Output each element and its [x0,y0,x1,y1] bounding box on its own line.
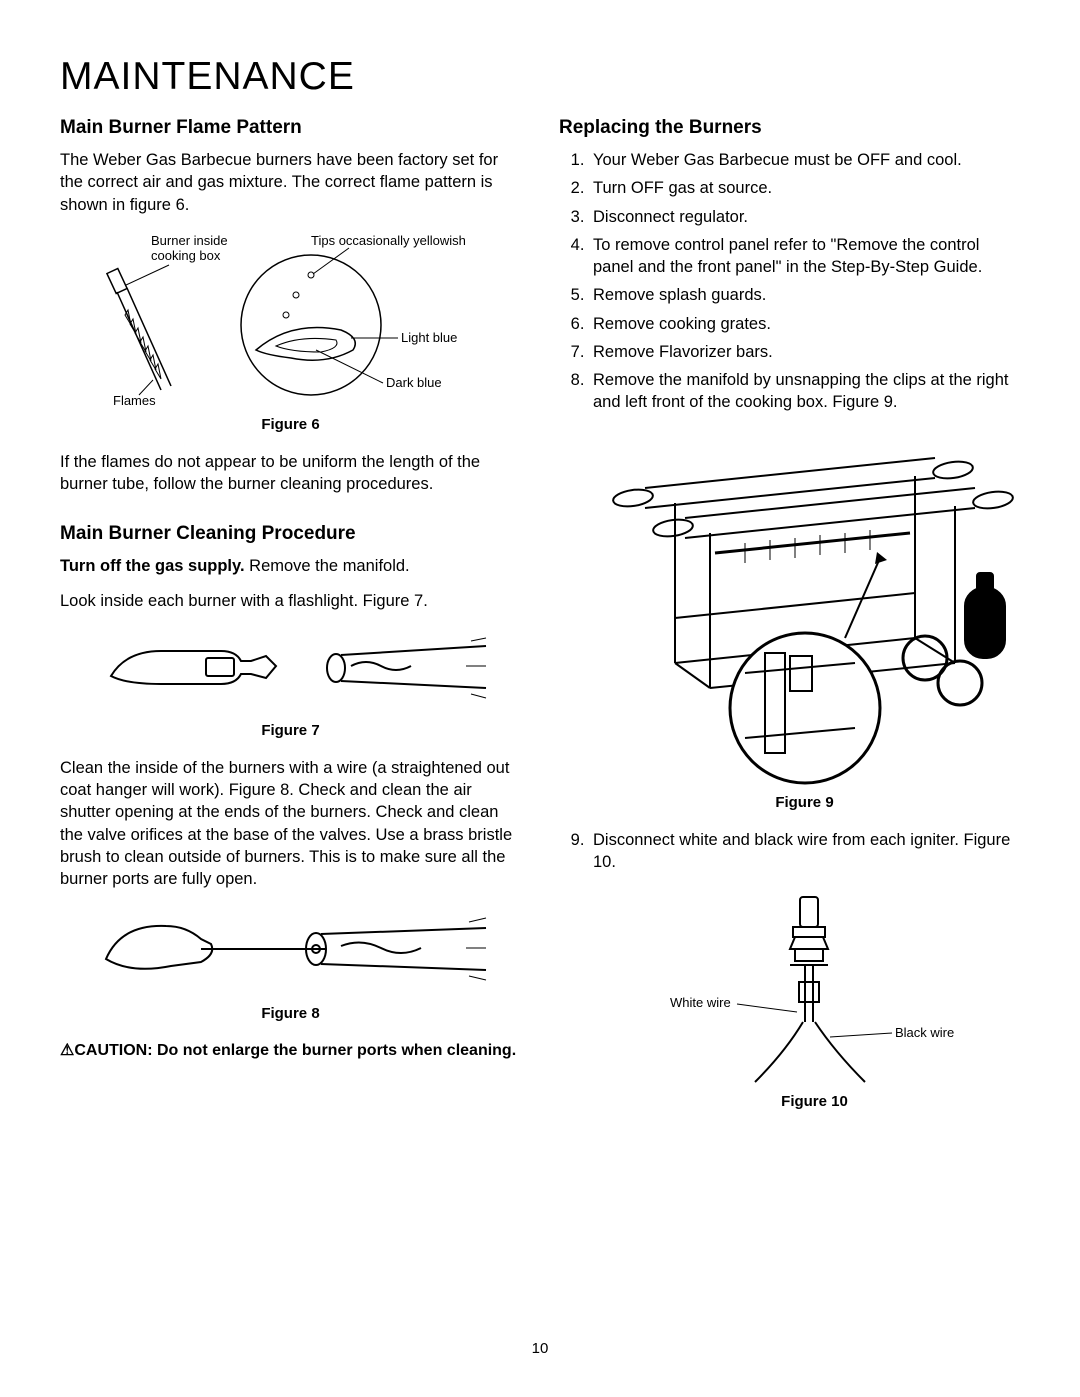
figure-9-caption: Figure 9 [589,794,1020,811]
figure-7-svg [91,626,491,716]
label-white-wire: White wire [670,995,731,1010]
figure-8-caption: Figure 8 [60,1005,521,1022]
para-flashlight: Look inside each burner with a flashligh… [60,590,521,612]
figure-10-caption: Figure 10 [609,1093,1020,1110]
step-3: Disconnect regulator. [589,206,1020,228]
label-black-wire: Black wire [895,1025,954,1040]
label-tips: Tips occasionally yellowish [311,233,466,248]
figure-9: Figure 9 [589,428,1020,811]
heading-cleaning: Main Burner Cleaning Procedure [60,523,521,545]
caution-body: CAUTION: Do not enlarge the burner ports… [74,1042,516,1059]
para-clean-inside: Clean the inside of the burners with a w… [60,757,521,891]
figure-7-caption: Figure 7 [60,722,521,739]
turn-off-rest: Remove the manifold. [245,557,410,575]
figure-8: Figure 8 [60,904,521,1022]
right-column: Replacing the Burners Your Weber Gas Bar… [559,117,1020,1128]
step-5: Remove splash guards. [589,284,1020,306]
warning-icon: ⚠ [60,1042,74,1059]
caution-text: ⚠CAUTION: Do not enlarge the burner port… [60,1040,521,1062]
heading-flame-pattern: Main Burner Flame Pattern [60,117,521,139]
two-column-layout: Main Burner Flame Pattern The Weber Gas … [60,117,1020,1128]
page-title: MAINTENANCE [60,55,1020,99]
turn-off-bold: Turn off the gas supply. [60,557,245,575]
step-7: Remove Flavorizer bars. [589,341,1020,363]
figure-6-svg: Burner inside cooking box [91,230,491,410]
figure-9-svg [595,428,1015,788]
replacing-steps-cont: Disconnect white and black wire from eac… [559,829,1020,874]
left-column: Main Burner Flame Pattern The Weber Gas … [60,117,521,1128]
step-2: Turn OFF gas at source. [589,177,1020,199]
step-9: Disconnect white and black wire from eac… [589,829,1020,874]
figure-10: White wire Black wire Figure 10 [609,887,1020,1110]
replacing-steps: Your Weber Gas Barbecue must be OFF and … [559,149,1020,414]
label-cooking-box: cooking box [151,248,221,263]
heading-replacing: Replacing the Burners [559,117,1020,139]
para-flame-intro: The Weber Gas Barbecue burners have been… [60,149,521,216]
figure-10-svg: White wire Black wire [615,887,1015,1087]
figure-6: Burner inside cooking box [60,230,521,433]
para-flame-check: If the flames do not appear to be unifor… [60,451,521,496]
label-light-blue: Light blue [401,330,457,345]
label-flames: Flames [113,393,156,408]
label-burner-inside: Burner inside [151,233,228,248]
step-6: Remove cooking grates. [589,313,1020,335]
para-turn-off: Turn off the gas supply. Remove the mani… [60,555,521,577]
step-1: Your Weber Gas Barbecue must be OFF and … [589,149,1020,171]
figure-8-svg [91,904,491,999]
step-8: Remove the manifold by unsnapping the cl… [589,369,1020,414]
figure-6-caption: Figure 6 [60,416,521,433]
label-dark-blue: Dark blue [386,375,442,390]
page-number: 10 [0,1340,1080,1357]
figure-7: Figure 7 [60,626,521,739]
step-4: To remove control panel refer to "Remove… [589,234,1020,279]
